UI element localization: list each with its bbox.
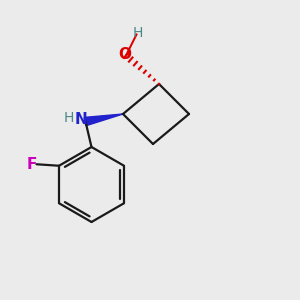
Text: O: O (118, 47, 131, 62)
Text: N: N (75, 112, 87, 128)
Text: H: H (133, 26, 143, 40)
Polygon shape (85, 114, 123, 126)
Text: H: H (64, 111, 74, 125)
Text: F: F (27, 157, 37, 172)
